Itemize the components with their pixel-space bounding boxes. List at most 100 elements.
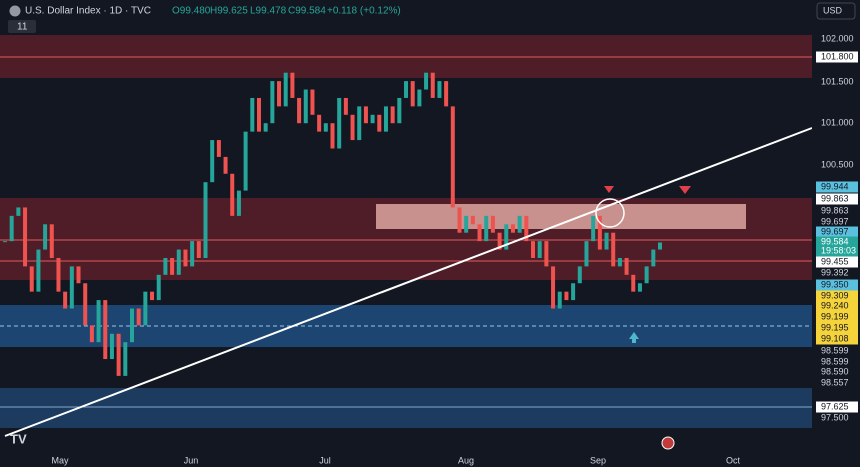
candle <box>337 97 342 149</box>
candle <box>303 89 308 124</box>
price-label-bg <box>816 279 858 291</box>
candle <box>49 224 54 258</box>
price-label-bg <box>816 256 858 268</box>
candle <box>584 241 589 267</box>
candle <box>63 291 68 309</box>
candle <box>531 241 536 258</box>
price-label-bg <box>816 181 858 193</box>
candle <box>490 215 495 233</box>
candle <box>617 257 622 267</box>
price-label: 99.863 <box>821 193 849 203</box>
price-label: 99.697 <box>821 216 849 226</box>
currency[interactable]: USD <box>823 5 843 15</box>
candle <box>397 97 402 124</box>
price-label: 99.392 <box>821 267 849 277</box>
candle <box>637 283 642 292</box>
candle <box>510 224 515 233</box>
trendline <box>4 127 813 437</box>
candle <box>36 249 41 292</box>
candle <box>537 241 542 258</box>
price-label-bg <box>816 245 858 257</box>
price-label: 99.697 <box>821 226 849 236</box>
price-label: 19:58:03 <box>821 245 856 255</box>
candle <box>557 291 562 309</box>
support-zone <box>0 388 812 428</box>
highlight-circle <box>595 198 625 228</box>
ohlc-close: C99.584 <box>288 6 326 17</box>
candle <box>450 106 455 208</box>
candle <box>277 81 282 107</box>
price-label: 99.863 <box>821 205 849 215</box>
candle <box>163 257 168 275</box>
zones <box>0 35 812 428</box>
symbol-icon <box>9 5 21 17</box>
indicator-count[interactable]: 11 <box>17 22 28 33</box>
candle <box>3 241 7 243</box>
candle <box>564 291 569 301</box>
candle <box>377 114 382 132</box>
candle <box>390 106 395 124</box>
candle <box>424 72 429 90</box>
up-arrow <box>629 332 639 343</box>
currency-button[interactable] <box>816 2 856 20</box>
candle <box>236 190 241 216</box>
price-label-bg <box>816 322 858 334</box>
candle <box>544 241 549 267</box>
candle <box>644 266 649 284</box>
candle <box>16 207 21 216</box>
price-label: 99.455 <box>821 256 849 266</box>
candle <box>350 114 355 141</box>
candle <box>310 89 315 115</box>
candle <box>263 123 268 132</box>
price-label: 101.500 <box>821 76 854 86</box>
candle <box>477 224 482 242</box>
candle <box>417 89 422 107</box>
candle <box>404 81 409 98</box>
price-label: 99.350 <box>821 279 849 289</box>
price-label-bg <box>816 193 858 205</box>
ohlc-open: O99.480 <box>172 6 211 17</box>
x-label: Sep <box>590 455 606 465</box>
price-label: 99.309 <box>821 290 849 300</box>
x-label: May <box>51 455 69 465</box>
candle <box>210 140 215 183</box>
candle <box>470 215 475 225</box>
indicator-toggle[interactable] <box>8 20 36 33</box>
candle <box>89 325 94 343</box>
candle <box>457 207 462 233</box>
candle <box>604 232 609 250</box>
candle <box>243 131 248 191</box>
candle <box>203 182 208 258</box>
price-label-bg <box>816 401 858 413</box>
candle <box>196 241 201 258</box>
price-label-bg <box>816 300 858 312</box>
candle <box>43 224 48 250</box>
candle <box>651 249 656 267</box>
candle <box>29 266 34 292</box>
price-labels: 102.000 101.800 101.500 101.000 100.500 99.94… <box>816 33 858 422</box>
candle <box>591 215 596 242</box>
candle <box>116 333 121 376</box>
x-label: Jul <box>319 455 331 465</box>
candle <box>370 114 375 124</box>
price-label-bg <box>816 236 858 248</box>
candle <box>357 106 362 141</box>
price-label: 98.590 <box>821 366 849 376</box>
candle <box>69 266 74 309</box>
candle <box>330 123 335 149</box>
candle <box>83 283 88 326</box>
price-label: 99.240 <box>821 300 849 310</box>
event-icon[interactable] <box>661 436 675 450</box>
candle <box>96 300 101 343</box>
ohlc-low: L99.478 <box>250 6 287 17</box>
ohlc-change: +0.118 (+0.12%) <box>327 6 401 17</box>
candle <box>150 291 155 301</box>
candle <box>504 224 509 250</box>
price-label: 97.500 <box>821 412 849 422</box>
candle <box>297 97 302 124</box>
candle <box>497 232 502 250</box>
price-label: 99.108 <box>821 333 849 343</box>
candle <box>103 300 108 360</box>
candle <box>444 81 449 107</box>
